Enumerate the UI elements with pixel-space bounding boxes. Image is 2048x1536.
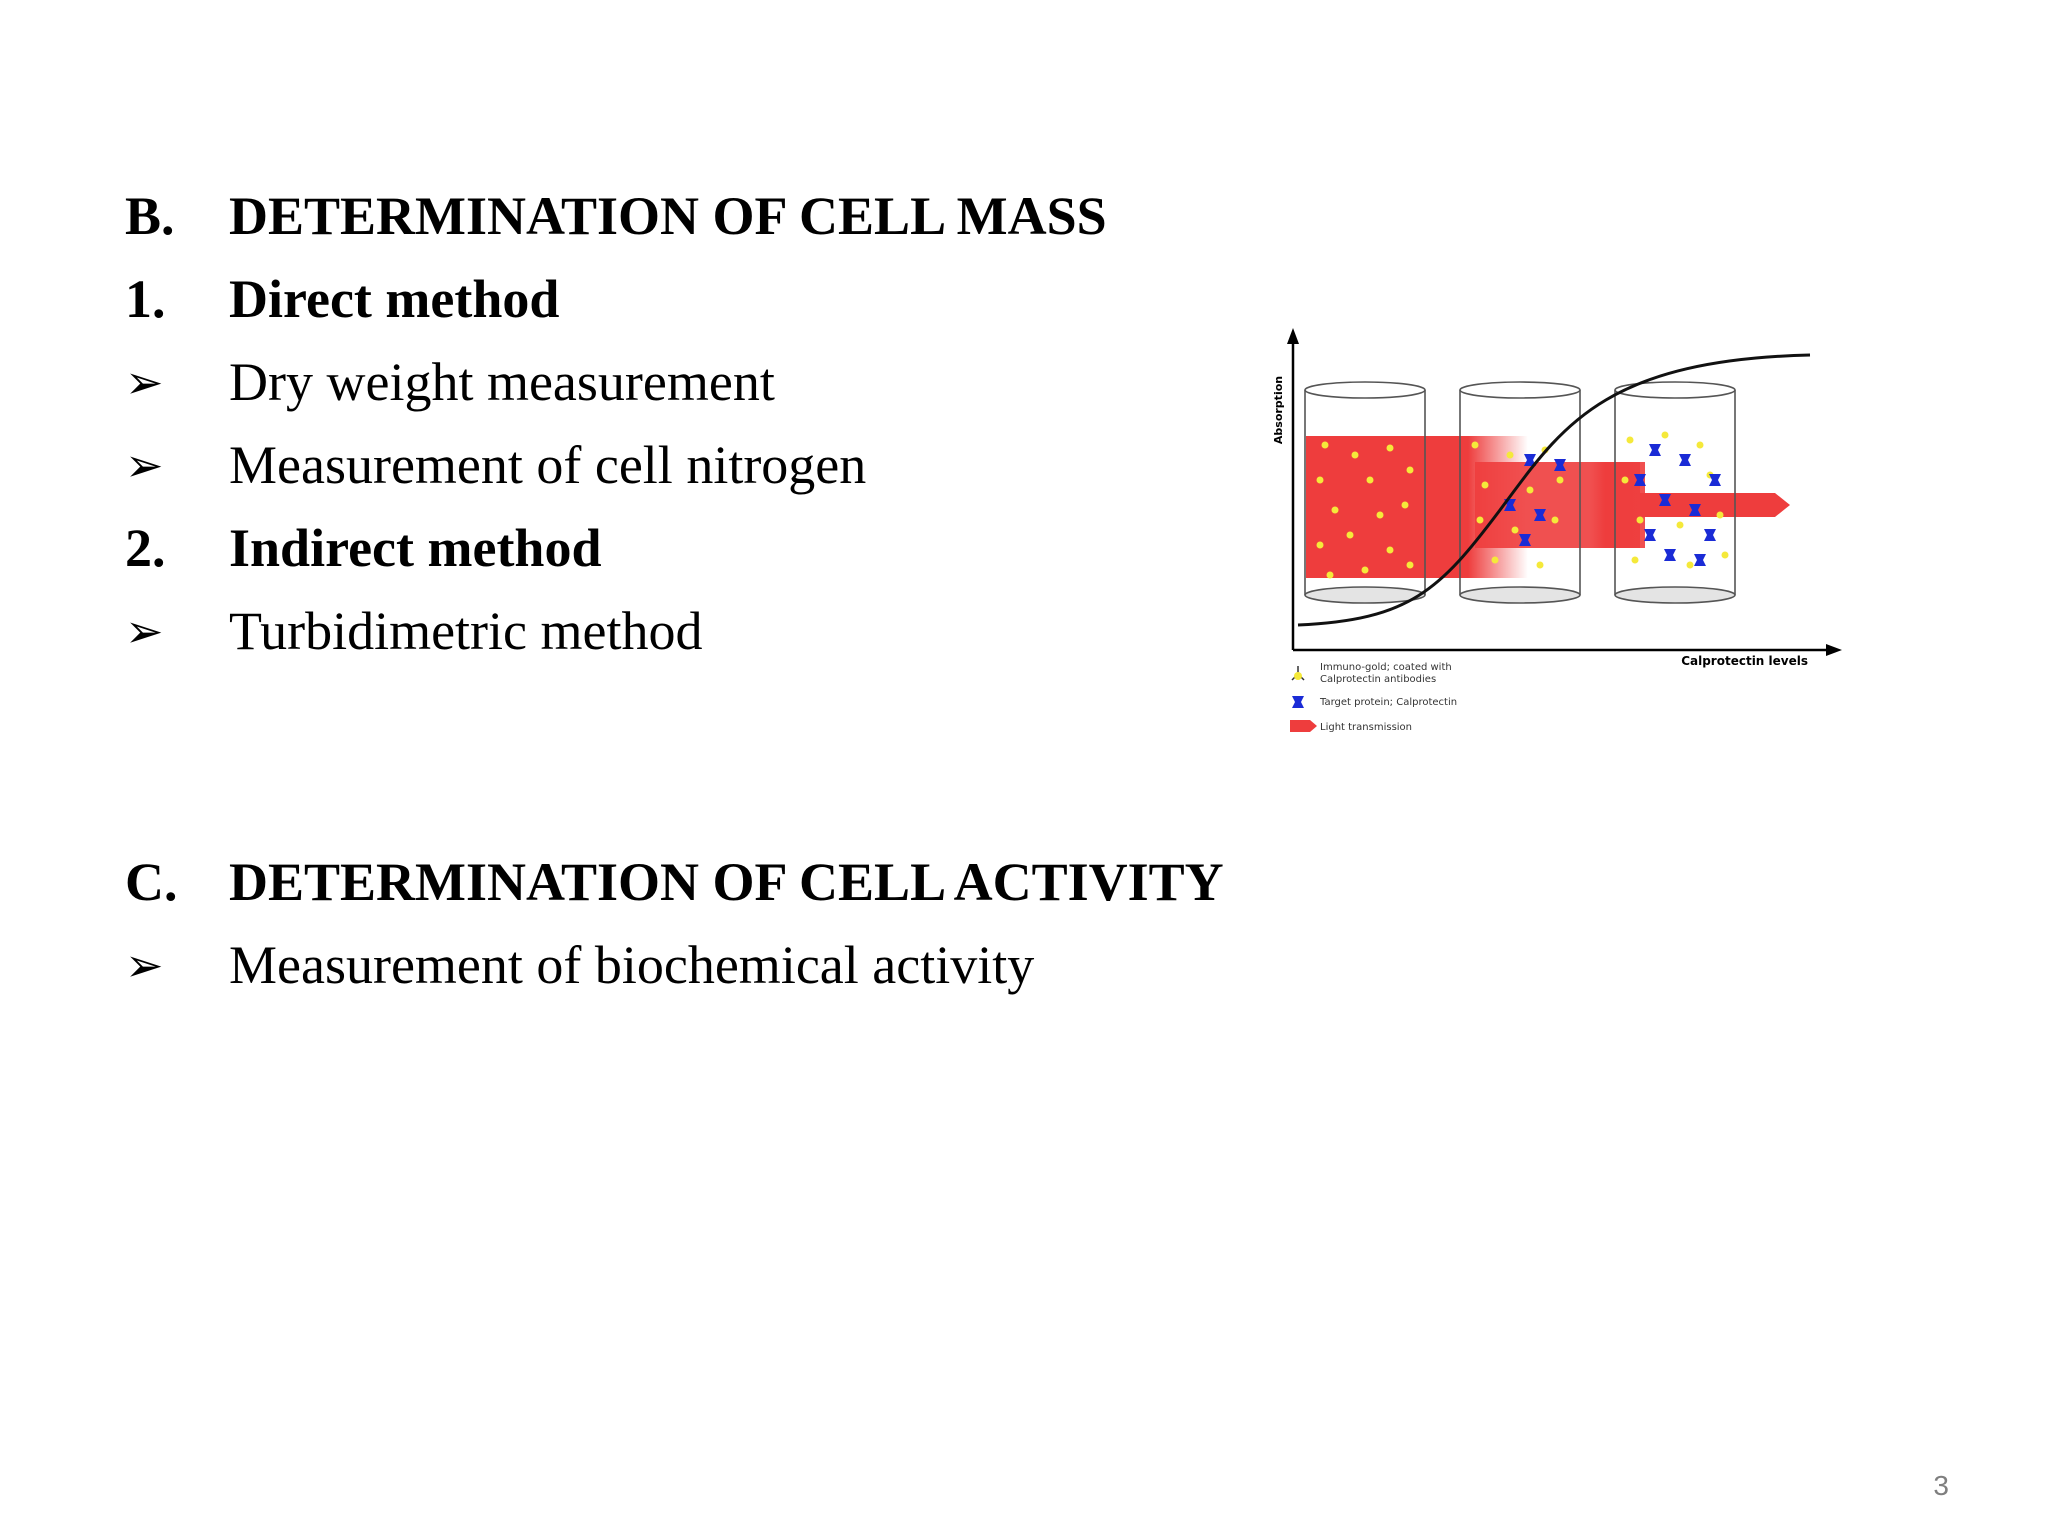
target-protein-particle (1644, 529, 1656, 541)
target-protein-particle (1659, 494, 1671, 506)
list-item-text: Measurement of cell nitrogen (229, 435, 867, 495)
immuno-gold-particle (1551, 516, 1559, 524)
light-arrow-icon (1290, 720, 1317, 732)
immuno-gold-particle (1366, 476, 1374, 484)
direct-method-heading: 1. Direct method (125, 259, 559, 339)
legend-text: Immuno-gold; coated with (1320, 662, 1452, 673)
immuno-gold-particle (1361, 566, 1369, 574)
legend-text: Light transmission (1320, 722, 1412, 733)
direct-method-marker: 1. (125, 269, 166, 329)
immuno-gold-particle (1331, 506, 1339, 514)
indirect-method-title: Indirect method (229, 518, 602, 578)
immuno-gold-particle (1621, 476, 1629, 484)
indirect-method-heading: 2. Indirect method (125, 508, 602, 588)
immuno-gold-particle (1386, 444, 1394, 452)
section-b-heading: B. DETERMINATION OF CELL MASS (125, 176, 1107, 256)
immuno-gold-particle (1676, 521, 1684, 529)
immuno-gold-particle (1471, 441, 1479, 449)
immuno-gold-particle (1626, 436, 1634, 444)
immuno-gold-particle (1406, 466, 1414, 474)
section-c-title: DETERMINATION OF CELL ACTIVITY (229, 852, 1224, 912)
target-protein-particle (1709, 474, 1721, 486)
immuno-gold-icon (1291, 666, 1305, 681)
indirect-method-marker: 2. (125, 518, 166, 578)
target-protein-particle (1704, 529, 1716, 541)
x-axis-label: Calprotectin levels (1681, 654, 1808, 668)
immuno-gold-particle (1316, 476, 1324, 484)
immuno-gold-particle (1716, 511, 1724, 519)
immuno-gold-particle (1526, 486, 1534, 494)
target-protein-particle (1554, 459, 1566, 471)
target-protein-particle (1664, 549, 1676, 561)
immuno-gold-particle (1636, 516, 1644, 524)
absorption-curve (1297, 353, 1811, 627)
cuvette-3 (1614, 381, 1736, 604)
immuno-gold-particle (1316, 541, 1324, 549)
section-c-marker: C. (125, 852, 178, 912)
immuno-gold-particle (1376, 511, 1384, 519)
immuno-gold-particle (1351, 451, 1359, 459)
list-item: ➢ Measurement of cell nitrogen (125, 425, 866, 505)
light-transmission-arrow (1640, 493, 1790, 517)
immuno-gold-particle (1386, 546, 1394, 554)
list-item: ➢ Measurement of biochemical activity (125, 925, 1034, 1005)
immuno-gold-particle (1326, 571, 1334, 579)
immuno-gold-particle (1721, 551, 1729, 559)
legend-text: Target protein; Calprotectin (1319, 697, 1457, 708)
list-item: ➢ Turbidimetric method (125, 591, 702, 671)
cuvette-2 (1459, 381, 1581, 604)
target-protein-particle (1649, 444, 1661, 456)
immuno-gold-particle (1346, 531, 1354, 539)
section-b-marker: B. (125, 186, 175, 246)
target-protein-particle (1524, 454, 1536, 466)
immuno-gold-particle (1476, 516, 1484, 524)
immuno-gold-particle (1661, 431, 1669, 439)
list-item-text: Dry weight measurement (229, 352, 775, 412)
arrow-bullet-icon: ➢ (125, 604, 164, 658)
target-protein-particle (1689, 504, 1701, 516)
immuno-gold-particle (1406, 561, 1414, 569)
immuno-gold-particle (1696, 441, 1704, 449)
turbidimetry-figure: Absorption Calprotectin levels Immuno-go… (1272, 328, 1842, 733)
immuno-gold-particle (1686, 561, 1694, 569)
list-item-text: Measurement of biochemical activity (229, 935, 1035, 995)
immuno-gold-particle (1401, 501, 1409, 509)
section-b-title: DETERMINATION OF CELL MASS (229, 186, 1107, 246)
target-protein-particle (1519, 534, 1531, 546)
target-protein-particle (1534, 509, 1546, 521)
list-item-text: Turbidimetric method (229, 601, 703, 661)
immuno-gold-particle (1491, 556, 1499, 564)
target-protein-particle (1694, 554, 1706, 566)
section-c-heading: C. DETERMINATION OF CELL ACTIVITY (125, 842, 1224, 922)
y-axis-label: Absorption (1272, 376, 1285, 444)
target-protein-particles (1504, 444, 1721, 566)
immuno-gold-particle (1506, 451, 1514, 459)
figure-axes (1287, 328, 1842, 656)
arrow-bullet-icon: ➢ (125, 355, 164, 409)
direct-method-title: Direct method (229, 269, 560, 329)
immuno-gold-particle (1481, 481, 1489, 489)
list-item: ➢ Dry weight measurement (125, 342, 775, 422)
immuno-gold-particle (1321, 441, 1329, 449)
arrow-bullet-icon: ➢ (125, 938, 164, 992)
immuno-gold-particle (1631, 556, 1639, 564)
immuno-gold-particle (1556, 476, 1564, 484)
figure-legend: Immuno-gold; coated with Calprotectin an… (1290, 662, 1457, 733)
cuvette-1 (1304, 381, 1426, 604)
target-protein-particle (1679, 454, 1691, 466)
target-protein-particle (1634, 474, 1646, 486)
target-protein-icon (1292, 696, 1304, 708)
page-number: 3 (1933, 1470, 1949, 1501)
immuno-gold-particles (1316, 431, 1729, 579)
immuno-gold-particle (1536, 561, 1544, 569)
immuno-gold-particle (1511, 526, 1519, 534)
arrow-bullet-icon: ➢ (125, 438, 164, 492)
legend-text: Calprotectin antibodies (1320, 674, 1436, 685)
